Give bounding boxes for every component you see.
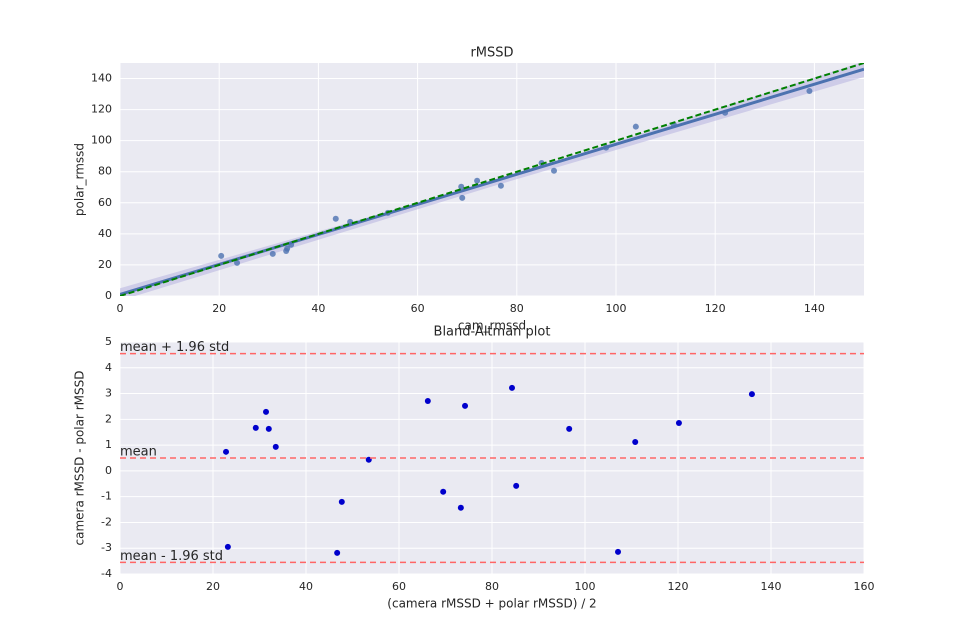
x-axis-label: (camera rMSSD + polar rMSSD) / 2 (387, 597, 596, 611)
x-tick-label: 40 (299, 580, 313, 593)
data-point (459, 194, 466, 201)
x-tick-label: 20 (206, 580, 220, 593)
y-tick-label: 100 (91, 134, 112, 147)
data-point (234, 259, 241, 266)
data-point (334, 549, 341, 556)
data-point (263, 408, 270, 415)
y-tick-label: -4 (101, 567, 112, 580)
reference-label: mean - 1.96 std (120, 549, 223, 564)
data-point (265, 425, 272, 432)
data-point (440, 488, 447, 495)
x-tick-label: 140 (804, 302, 825, 315)
reference-label: mean + 1.96 std (120, 340, 229, 355)
chart-title: rMSSD (470, 46, 513, 61)
data-point (474, 177, 481, 184)
y-tick-label: -3 (101, 541, 112, 554)
data-point (457, 504, 464, 511)
x-tick-label: 0 (117, 580, 124, 593)
x-tick-label: 40 (311, 302, 325, 315)
x-tick-label: 100 (575, 580, 596, 593)
data-point (223, 448, 230, 455)
plot-layer (120, 63, 864, 296)
y-tick-label: -2 (101, 515, 112, 528)
data-point (675, 419, 682, 426)
y-tick-label: 80 (98, 165, 112, 178)
data-point (252, 424, 259, 431)
y-tick-label: 140 (91, 72, 112, 85)
identity-line (120, 63, 864, 296)
chart-title: Bland-Altman plot (434, 325, 551, 340)
y-tick-label: 0 (105, 464, 112, 477)
y-axis-label: polar_rmssd (73, 143, 87, 216)
data-point (513, 482, 520, 489)
data-point (551, 167, 557, 174)
data-point (284, 245, 291, 252)
x-tick-label: 0 (117, 302, 124, 315)
data-point (748, 391, 755, 398)
x-tick-label: 20 (212, 302, 226, 315)
y-tick-label: 40 (98, 227, 112, 240)
y-tick-label: 20 (98, 258, 112, 271)
y-tick-label: 1 (105, 438, 112, 451)
data-point (615, 548, 622, 555)
y-tick-label: 120 (91, 103, 112, 116)
y-axis-label: camera rMSSD - polar rMSSD (73, 370, 87, 545)
data-point (224, 543, 231, 550)
data-point (272, 443, 279, 450)
y-tick-label: 5 (105, 335, 112, 348)
x-tick-label: 120 (668, 580, 689, 593)
data-point (424, 398, 431, 405)
data-point (269, 250, 276, 257)
data-point (462, 402, 469, 409)
y-tick-label: 60 (98, 196, 112, 209)
y-tick-label: 4 (105, 361, 112, 374)
x-tick-label: 80 (510, 302, 524, 315)
y-tick-label: 0 (105, 289, 112, 302)
x-tick-label: 80 (485, 580, 499, 593)
data-point (458, 183, 465, 190)
data-point (806, 87, 813, 94)
data-point (632, 123, 639, 130)
data-point (566, 425, 573, 432)
data-point (338, 498, 345, 505)
data-point (497, 182, 504, 189)
data-point (632, 439, 639, 446)
y-tick-label: 3 (105, 387, 112, 400)
data-point (332, 215, 339, 222)
reference-label: mean (120, 445, 157, 460)
x-tick-label: 120 (705, 302, 726, 315)
x-tick-label: 100 (606, 302, 627, 315)
x-tick-label: 160 (854, 580, 875, 593)
x-tick-label: 60 (392, 580, 406, 593)
x-axis-label: cam_rmssd (458, 319, 526, 333)
data-point (508, 384, 515, 391)
y-tick-label: -1 (101, 490, 112, 503)
x-tick-label: 140 (761, 580, 782, 593)
data-point (218, 252, 225, 259)
x-tick-label: 60 (411, 302, 425, 315)
plot-layer (120, 342, 864, 574)
y-tick-label: 2 (105, 412, 112, 425)
